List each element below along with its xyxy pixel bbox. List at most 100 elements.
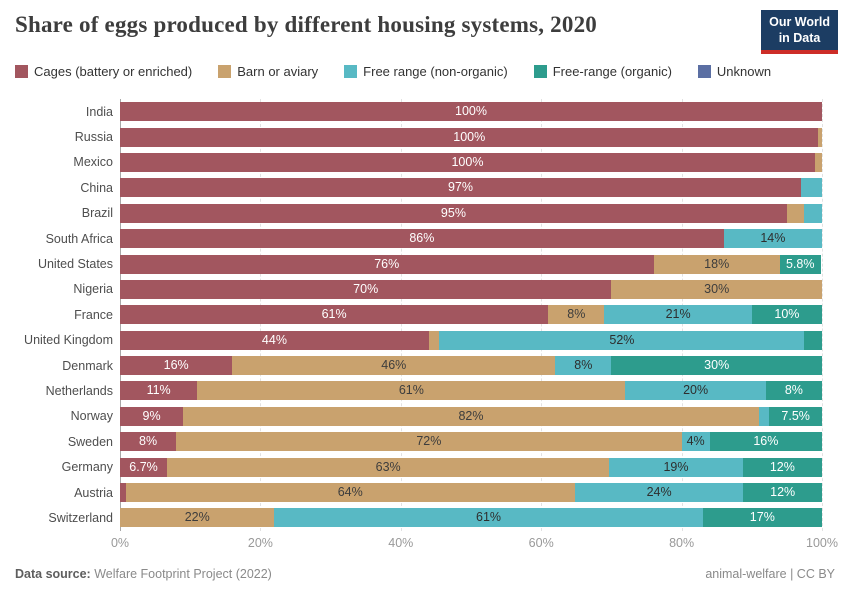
stacked-bar-chart: India 100% Russia 100% Mexico 100% China 97% Bra… [0, 99, 850, 531]
bar-segment-free_range[interactable] [804, 203, 822, 223]
bar-segment-cages[interactable]: 76% [120, 254, 654, 274]
bar-row: Mexico 100% [0, 150, 850, 175]
bar-segment-cages[interactable]: 16% [120, 356, 233, 376]
bar-segment-barn[interactable] [814, 152, 822, 172]
bar-row: South Africa 86% 14% [0, 226, 850, 251]
bar-segment-organic[interactable]: 12% [743, 483, 822, 503]
bar-row: United States 76% 18% 5.8% [0, 251, 850, 276]
bar-segment-cages[interactable]: 100% [120, 102, 822, 122]
country-label: Switzerland [48, 510, 113, 525]
bar-segment-barn[interactable]: 46% [232, 356, 556, 376]
bar-track: 44% 52% [120, 330, 822, 350]
legend-swatch-organic [533, 65, 547, 78]
bar-segment-organic[interactable]: 10% [751, 305, 822, 325]
legend-swatch-cages [15, 65, 28, 78]
bar-segment-cages[interactable] [120, 483, 126, 503]
bar-segment-organic[interactable] [804, 330, 822, 350]
bar-segment-cages[interactable]: 86% [120, 229, 724, 249]
bar-row: Nigeria 70% 30% [0, 277, 850, 302]
bar-row: India 100% [0, 99, 850, 124]
legend-swatch-barn [218, 65, 232, 78]
legend: Cages (battery or enriched) Barn or aviar… [15, 64, 771, 79]
country-label: Denmark [62, 358, 113, 373]
bar-segment-free_range[interactable]: 8% [555, 356, 612, 376]
country-label: Mexico [73, 155, 113, 170]
legend-item-unknown[interactable]: Unknown [697, 64, 772, 79]
bar-segment-cages[interactable]: 100% [120, 127, 819, 147]
bar-segment-barn[interactable] [818, 127, 822, 147]
bar-segment-organic[interactable]: 16% [709, 432, 822, 452]
bar-segment-free_range[interactable]: 19% [609, 457, 743, 477]
bar-segment-organic[interactable]: 7.5% [769, 406, 822, 426]
bar-segment-barn[interactable]: 61% [197, 381, 626, 401]
footer: Data source: Welfare Footprint Project (… [15, 567, 835, 581]
bar-segment-cages[interactable]: 100% [120, 152, 815, 172]
bar-segment-free_range[interactable]: 61% [274, 508, 703, 528]
country-label: Nigeria [73, 282, 113, 297]
bar-row: Germany 6.7% 63% 19% 12% [0, 454, 850, 479]
bar-segment-organic[interactable]: 12% [742, 457, 822, 477]
bar-segment-cages[interactable]: 44% [120, 330, 429, 350]
bar-segment-barn[interactable] [428, 330, 440, 350]
legend-item-barn[interactable]: Barn or aviary [218, 64, 318, 79]
owid-logo[interactable]: Our World in Data [761, 10, 838, 55]
country-label: Brazil [81, 206, 113, 221]
bar-segment-free_range[interactable]: 24% [574, 483, 744, 503]
bar-track: 97% [120, 178, 822, 198]
bar-segment-organic[interactable]: 17% [702, 508, 822, 528]
bar-segment-cages[interactable]: 70% [120, 279, 612, 299]
legend-item-cages[interactable]: Cages (battery or enriched) [15, 64, 192, 79]
x-tick-label: 20% [247, 536, 273, 550]
bar-segment-free_range[interactable] [758, 406, 770, 426]
bar-segment-barn[interactable]: 8% [548, 305, 605, 325]
bar-row: Denmark 16% 46% 8% 30% [0, 353, 850, 378]
legend-item-free_range[interactable]: Free range (non-organic) [344, 64, 508, 79]
bar-segment-cages[interactable]: 6.7% [120, 457, 168, 477]
owid-logo-line1: Our World [769, 15, 830, 29]
bar-segment-free_range[interactable]: 14% [723, 229, 822, 249]
bar-segment-free_range[interactable]: 4% [681, 432, 710, 452]
credit: animal-welfare | CC BY [705, 567, 835, 581]
bar-segment-free_range[interactable]: 52% [439, 330, 805, 350]
bar-segment-free_range[interactable]: 21% [604, 305, 752, 325]
bar-track: 100% [120, 102, 822, 122]
legend-swatch-unknown [697, 65, 711, 78]
country-label: India [85, 104, 113, 119]
bar-segment-cages[interactable]: 9% [120, 406, 184, 426]
bar-segment-barn[interactable]: 63% [167, 457, 610, 477]
bar-segment-barn[interactable]: 64% [125, 483, 575, 503]
legend-label: Free-range (organic) [552, 64, 672, 79]
bar-segment-barn[interactable] [786, 203, 805, 223]
legend-label: Free range (non-organic) [363, 64, 508, 79]
bar-row: China 97% [0, 175, 850, 200]
bar-track: 100% [120, 127, 822, 147]
bar-track: 11% 61% 20% 8% [120, 381, 822, 401]
bar-track: 16% 46% 8% 30% [120, 356, 822, 376]
bar-segment-barn[interactable]: 22% [120, 508, 275, 528]
bar-segment-barn[interactable]: 82% [183, 406, 759, 426]
legend-label: Barn or aviary [237, 64, 319, 79]
bar-segment-cages[interactable]: 8% [120, 432, 177, 452]
bar-segment-barn[interactable]: 30% [611, 279, 822, 299]
bar-row: United Kingdom 44% 52% [0, 328, 850, 353]
bar-segment-cages[interactable]: 97% [120, 178, 801, 198]
bar-segment-cages[interactable]: 11% [120, 381, 198, 401]
legend-item-organic[interactable]: Free-range (organic) [533, 64, 672, 79]
bar-row: Russia 100% [0, 124, 850, 149]
country-label: South Africa [45, 231, 113, 246]
page-title: Share of eggs produced by different hous… [15, 12, 597, 37]
bar-segment-barn[interactable]: 18% [653, 254, 780, 274]
bar-segment-organic[interactable]: 8% [765, 381, 822, 401]
bar-segment-cages[interactable]: 61% [120, 305, 549, 325]
bar-segment-free_range[interactable] [800, 178, 822, 198]
bar-track: 86% 14% [120, 229, 822, 249]
bar-segment-organic[interactable]: 30% [611, 356, 822, 376]
x-tick-label: 100% [806, 536, 838, 550]
legend-label: Unknown [716, 64, 772, 79]
bar-segment-barn[interactable]: 72% [176, 432, 682, 452]
legend-label: Cages (battery or enriched) [34, 64, 193, 79]
bar-segment-cages[interactable]: 95% [120, 203, 787, 223]
bar-segment-organic[interactable]: 5.8% [779, 254, 821, 274]
bar-segment-free_range[interactable]: 20% [625, 381, 766, 401]
